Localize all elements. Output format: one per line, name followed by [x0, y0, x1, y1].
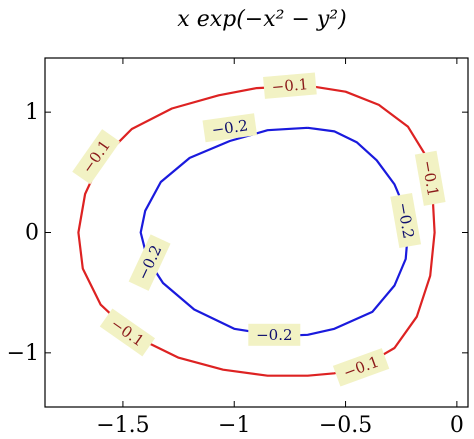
contour-line-2 [139, 126, 409, 338]
contour-label-2-3: −0.2 [128, 234, 171, 291]
y-tick-label-3: −1 [7, 341, 39, 366]
contour-label-2-2: −0.2 [390, 192, 422, 249]
contour-label-background [263, 72, 317, 99]
contour-label-text: −0.2 [211, 116, 250, 139]
contour-label-background [128, 234, 171, 291]
x-tick-label-4: 0 [450, 413, 464, 438]
x-axis: −1.5 −1 −0.5 0 [96, 58, 464, 438]
x-tick-label-2: −1 [218, 413, 250, 438]
y-axis: 1 0 −1 [7, 100, 468, 366]
contour-label-text: −0.2 [256, 326, 292, 344]
contour-label-background [390, 192, 422, 249]
contour-label-background [414, 150, 446, 206]
contour-label-text: −0.1 [271, 75, 309, 96]
contour-label-1-4: −0.1 [99, 308, 156, 357]
contour-label-background [332, 348, 390, 387]
contour-label-background [99, 308, 156, 357]
contour-label-1-3: −0.1 [414, 150, 446, 206]
y-tick-label-2: 0 [25, 221, 39, 246]
contour-label-background [202, 113, 258, 143]
x-tick-label-1: −1.5 [96, 413, 149, 438]
y-tick-label-1: 1 [25, 100, 39, 125]
contour-label-1-1: −0.1 [263, 72, 317, 99]
x-tick-label-3: −0.5 [319, 413, 372, 438]
chart-title: x exp(−x² − y²) [177, 7, 346, 32]
contour-label-background [72, 129, 121, 185]
contour-label-1-2: −0.1 [72, 129, 121, 185]
plot-area: −0.1−0.1−0.1−0.1−0.1−0.2−0.2−0.2−0.2 [72, 72, 446, 387]
contour-label-2-1: −0.2 [202, 113, 258, 143]
contour-label-2-4: −0.2 [248, 323, 301, 346]
contour-label-background [248, 323, 301, 346]
contour-label-1-5: −0.1 [332, 348, 390, 387]
